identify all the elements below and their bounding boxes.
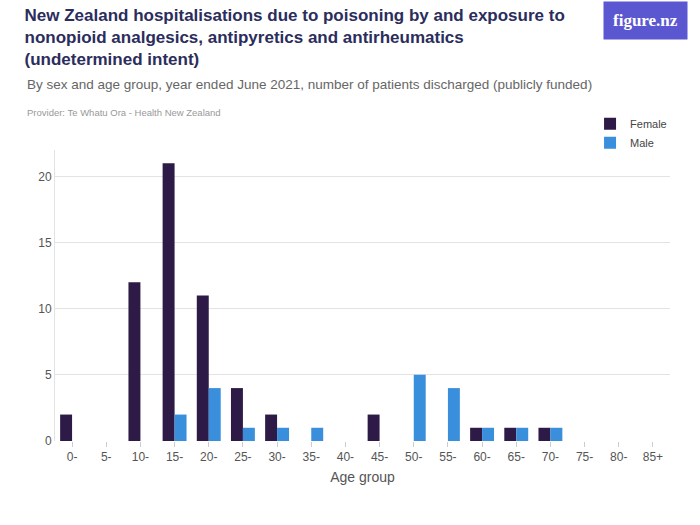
svg-text:Male: Male (630, 137, 654, 149)
svg-text:15-: 15- (166, 450, 183, 464)
svg-text:Age group: Age group (330, 469, 395, 485)
svg-text:35-: 35- (303, 450, 320, 464)
svg-text:10-: 10- (132, 450, 149, 464)
svg-text:0: 0 (45, 434, 52, 448)
svg-text:75-: 75- (576, 450, 593, 464)
svg-text:25-: 25- (234, 450, 251, 464)
svg-text:figure.nz: figure.nz (613, 11, 678, 30)
svg-text:85+: 85+ (643, 450, 663, 464)
svg-text:40-: 40- (337, 450, 354, 464)
svg-text:45-: 45- (371, 450, 388, 464)
svg-text:15: 15 (38, 236, 52, 250)
svg-text:20-: 20- (200, 450, 217, 464)
svg-text:30-: 30- (268, 450, 285, 464)
svg-text:80-: 80- (610, 450, 627, 464)
svg-text:65-: 65- (508, 450, 525, 464)
svg-text:20: 20 (38, 170, 52, 184)
svg-text:70-: 70- (542, 450, 559, 464)
svg-text:Female: Female (630, 118, 667, 130)
svg-text:By sex and age group, year end: By sex and age group, year ended June 20… (27, 77, 592, 92)
svg-text:5: 5 (45, 368, 52, 382)
svg-text:10: 10 (38, 302, 52, 316)
svg-text:5-: 5- (101, 450, 112, 464)
svg-text:New Zealand hospitalisations d: New Zealand hospitalisations due to pois… (25, 6, 565, 69)
svg-text:0-: 0- (67, 450, 78, 464)
svg-text:55-: 55- (439, 450, 456, 464)
svg-text:Provider: Te Whatu Ora - Healt: Provider: Te Whatu Ora - Health New Zeal… (27, 107, 221, 118)
svg-text:60-: 60- (473, 450, 490, 464)
svg-text:50-: 50- (405, 450, 422, 464)
